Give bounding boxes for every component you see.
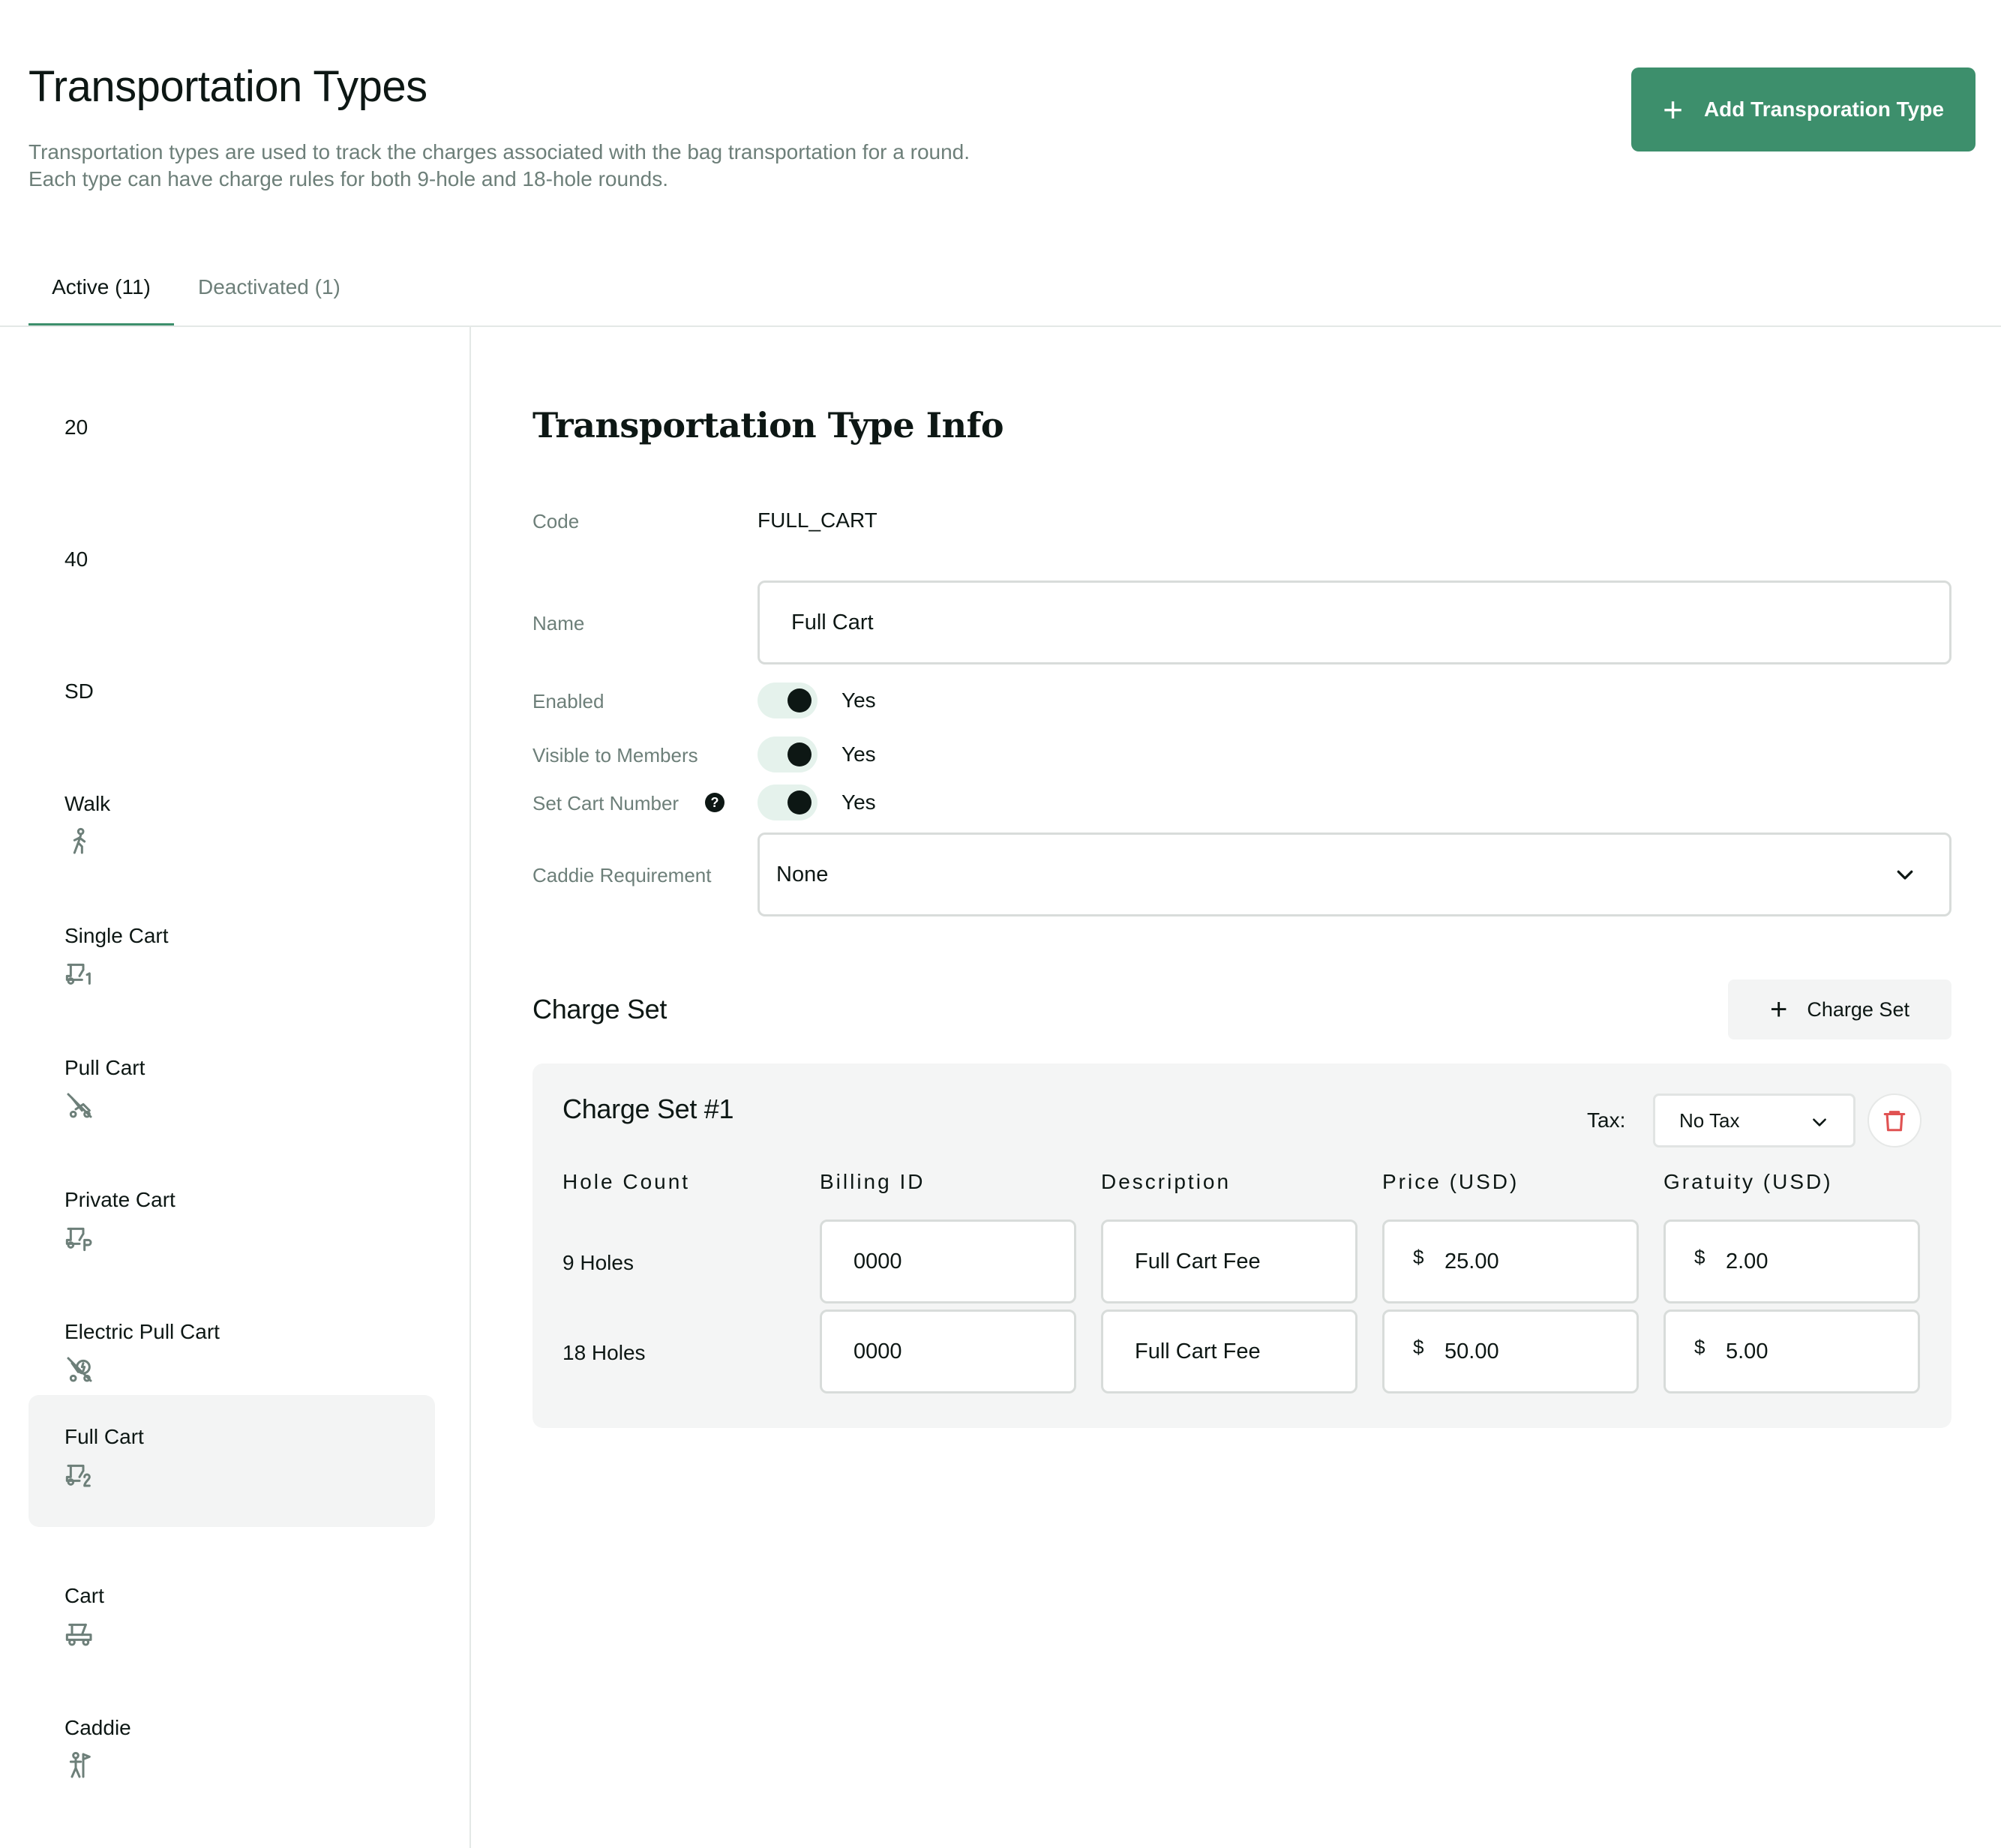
gratuity-input[interactable]: $ 5.00 (1664, 1310, 1920, 1394)
full-cart-icon (64, 1460, 94, 1490)
toggle-knob (788, 742, 812, 766)
list-item-label: Private Cart (64, 1188, 176, 1211)
caddie-requirement-value: None (776, 862, 829, 886)
charge-set-card-title: Charge Set #1 (562, 1094, 734, 1124)
column-header-billing-id: Billing ID (820, 1170, 926, 1193)
list-item-caddie[interactable]: Caddie (28, 1689, 435, 1821)
list-item-label: Caddie (64, 1716, 131, 1739)
cart-icon (64, 1618, 94, 1648)
chevron-down-icon (1813, 1118, 1826, 1126)
list-item-label: Full Cart (64, 1425, 144, 1448)
enabled-toggle[interactable] (758, 682, 818, 718)
tax-label: Tax: (1587, 1108, 1626, 1132)
tabs-divider (0, 326, 2001, 327)
tax-value: No Tax (1679, 1108, 1740, 1132)
page-title: Transportation Types (28, 62, 428, 111)
visible-label: Visible to Members (532, 744, 698, 766)
add-charge-set-label: Charge Set (1807, 998, 1910, 1021)
currency-symbol: $ (1694, 1246, 1706, 1268)
column-header-price: Price (USD) (1382, 1170, 1520, 1193)
add-transportation-type-label: Add Transporation Type (1703, 98, 1944, 121)
list-item-private-cart[interactable]: Private Cart (28, 1161, 435, 1293)
gratuity-value: 5.00 (1726, 1339, 1768, 1364)
enabled-label: Enabled (532, 690, 604, 712)
column-header-description: Description (1101, 1170, 1232, 1193)
price-value: 50.00 (1444, 1339, 1499, 1364)
currency-symbol: $ (1413, 1336, 1424, 1358)
toggle-knob (788, 688, 812, 712)
info-title: Transportation Type Info (532, 405, 1004, 446)
column-header-gratuity: Gratuity (USD) (1664, 1170, 1833, 1193)
currency-symbol: $ (1413, 1246, 1424, 1268)
row-hole-count: 9 Holes (562, 1251, 634, 1274)
list-item-cart[interactable]: Cart (28, 1557, 435, 1689)
list-item-label: 40 (64, 548, 88, 571)
enabled-value: Yes (842, 688, 876, 712)
visible-value: Yes (842, 742, 876, 766)
visible-toggle[interactable] (758, 736, 818, 772)
tab-active[interactable]: Active (11) (28, 259, 174, 326)
single-cart-icon (64, 958, 94, 988)
list-item-pull-cart[interactable]: Pull Cart (28, 1029, 435, 1161)
pull-cart-icon (64, 1090, 94, 1120)
list-item-label: Cart (64, 1584, 104, 1607)
name-input[interactable]: Full Cart (758, 580, 1952, 664)
description-input[interactable]: Full Cart Fee (1101, 1310, 1358, 1394)
price-value: 25.00 (1444, 1249, 1499, 1274)
price-input[interactable]: $ 25.00 (1382, 1220, 1639, 1304)
caddie-requirement-select[interactable]: None (758, 832, 1952, 916)
price-input[interactable]: $ 50.00 (1382, 1310, 1639, 1394)
list-item-label: Walk (64, 792, 111, 815)
code-label: Code (532, 510, 580, 532)
add-charge-set-button[interactable]: + Charge Set (1728, 980, 1952, 1040)
list-item-electric-pull-cart[interactable]: Electric Pull Cart (28, 1293, 435, 1425)
toggle-knob (788, 790, 812, 814)
transportation-type-list: 20 40 SD Walk Single Cart Pull Cart Priv… (0, 327, 471, 1848)
cart-number-value: Yes (842, 790, 876, 814)
list-item-label: Pull Cart (64, 1056, 146, 1079)
plus-icon: + (1770, 993, 1788, 1026)
list-item-label: Electric Pull Cart (64, 1320, 220, 1343)
currency-symbol: $ (1694, 1336, 1706, 1358)
walk-icon (64, 826, 94, 856)
name-label: Name (532, 612, 585, 634)
tax-select[interactable]: No Tax (1653, 1094, 1856, 1148)
list-item-label: SD (64, 680, 94, 703)
charge-set-card: Charge Set #1 Tax: No Tax Hole Count Bil… (532, 1064, 1952, 1428)
chevron-down-icon (1897, 870, 1913, 880)
private-cart-icon (64, 1222, 94, 1252)
charge-set-title: Charge Set (532, 994, 668, 1024)
plus-icon: + (1663, 90, 1683, 129)
code-value: FULL_CART (758, 508, 878, 532)
list-item-full-cart[interactable]: Full Cart (28, 1395, 435, 1527)
electric-pull-cart-icon (64, 1354, 94, 1384)
tab-bar: Active (11) Deactivated (1) (28, 259, 340, 326)
billing-id-input[interactable]: 0000 (820, 1220, 1076, 1304)
list-item-label: 20 (64, 416, 88, 439)
row-hole-count: 18 Holes (562, 1341, 646, 1364)
help-icon[interactable]: ? (705, 793, 724, 812)
list-item-label: Single Cart (64, 924, 169, 947)
cart-number-label: Set Cart Number (532, 792, 680, 814)
gratuity-value: 2.00 (1726, 1249, 1768, 1274)
column-header-hole-count: Hole Count (562, 1170, 691, 1193)
description-input[interactable]: Full Cart Fee (1101, 1220, 1358, 1304)
list-item-single-cart[interactable]: Single Cart (28, 897, 435, 1029)
caddie-requirement-label: Caddie Requirement (532, 864, 712, 886)
trash-icon (1883, 1111, 1906, 1132)
cart-number-toggle[interactable] (758, 784, 818, 820)
caddie-icon (64, 1750, 94, 1780)
list-item-sd[interactable]: SD (28, 633, 435, 765)
list-item-walk[interactable]: Walk (28, 765, 435, 897)
list-item-40[interactable]: 40 (28, 501, 435, 633)
gratuity-input[interactable]: $ 2.00 (1664, 1220, 1920, 1304)
delete-charge-set-button[interactable] (1868, 1094, 1922, 1148)
page-description: Transportation types are used to track t… (28, 140, 970, 190)
list-item-20[interactable]: 20 (28, 369, 435, 501)
billing-id-input[interactable]: 0000 (820, 1310, 1076, 1394)
add-transportation-type-button[interactable]: + Add Transporation Type (1631, 68, 1976, 152)
tab-deactivated[interactable]: Deactivated (1) (198, 275, 340, 298)
